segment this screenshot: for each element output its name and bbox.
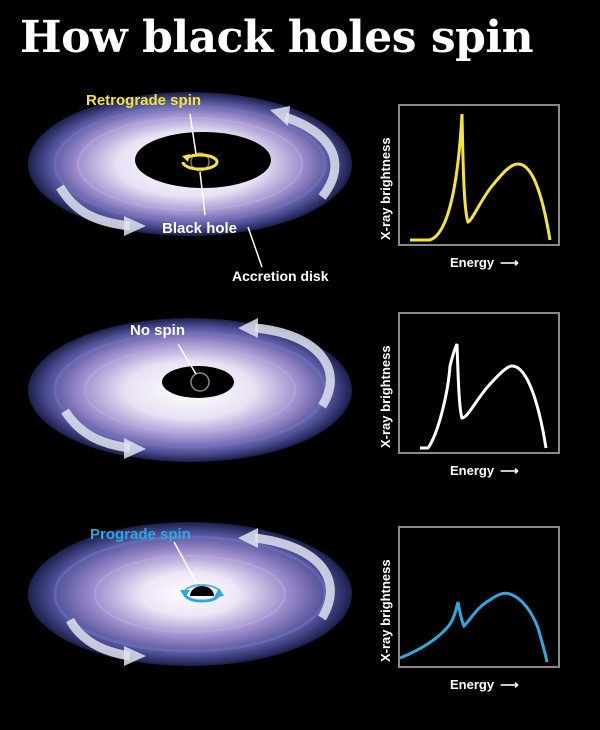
spin-label: No spin: [130, 322, 185, 339]
spectrum-curve: [420, 343, 548, 450]
spectrum-plot-prograde: [398, 526, 560, 668]
page-title: How black holes spin: [20, 12, 534, 63]
accretion-disk-illustration: [28, 522, 352, 666]
black-hole: [190, 586, 214, 596]
spin-pointer: [189, 113, 197, 155]
spin-label: Retrograde spin: [86, 92, 202, 109]
panel-no-spin: No spin X-ray brightness Energy ⟶: [0, 312, 600, 526]
rotation-arrow-lower: [66, 617, 131, 661]
spin-label: Prograde spin: [90, 526, 191, 543]
black-hole: [190, 152, 210, 172]
accretion-disk-illustration: [28, 92, 352, 268]
spectrum-curve: [400, 591, 549, 663]
spectrum-plot-retrograde: [398, 104, 560, 246]
x-axis-label: Energy ⟶: [450, 255, 519, 270]
panel-retrograde: Retrograde spin Black hole Accretion dis…: [0, 92, 600, 302]
rotation-arrow-lower: [61, 408, 131, 453]
disk-pointer: [247, 226, 263, 268]
x-axis-label: Energy ⟶: [450, 463, 519, 478]
rotation-arrow-lower: [56, 184, 131, 231]
prograde-spin-arrow: [183, 593, 221, 603]
spectrum-curve: [410, 113, 552, 242]
spin-pointer: [173, 541, 197, 583]
retrograde-spin-arrow: [181, 161, 219, 171]
arrow-right-icon: ⟶: [500, 255, 519, 270]
black-hole: [190, 372, 210, 392]
disk: [28, 522, 352, 666]
rotation-arrow-upper: [254, 533, 335, 621]
arrow-right-icon: ⟶: [500, 463, 519, 478]
y-axis-label: X-ray brightness: [378, 137, 393, 240]
rotation-arrow-upper: [283, 112, 340, 200]
arrow-right-icon: ⟶: [500, 677, 519, 692]
rotation-arrow-upper: [254, 323, 335, 409]
black-hole-label: Black hole: [162, 220, 238, 237]
black-hole-pointer: [199, 171, 206, 216]
spectrum-plot-no-spin: [398, 312, 560, 454]
y-axis-label: X-ray brightness: [378, 345, 393, 448]
y-axis-label: X-ray brightness: [378, 559, 393, 662]
panel-prograde: Prograde spin X-ray brightness Energy ⟶: [0, 520, 600, 730]
spin-pointer: [177, 343, 197, 375]
accretion-disk-label: Accretion disk: [232, 268, 329, 284]
x-axis-label: Energy ⟶: [450, 677, 519, 692]
accretion-disk-illustration: [28, 318, 352, 462]
